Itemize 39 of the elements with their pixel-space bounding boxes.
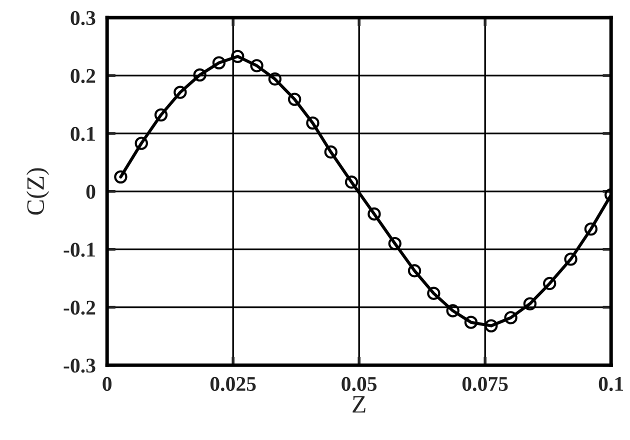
point: [564, 252, 578, 266]
y-tick-label: 0.3: [70, 10, 96, 26]
point: [523, 297, 537, 310]
point: [408, 264, 422, 278]
point: [174, 86, 187, 99]
x-tick-label: 0.1: [598, 376, 624, 392]
point: [306, 116, 320, 130]
y-tick-label: -0.1: [64, 242, 95, 257]
x-tick-label: 0.05: [342, 376, 377, 392]
y-axis-title: C(Z): [26, 168, 50, 215]
point: [543, 276, 556, 290]
point: [212, 56, 226, 70]
x-tick-label: 0.025: [210, 376, 256, 392]
point: [427, 286, 440, 300]
point: [368, 207, 381, 221]
y-tick-label: 0.2: [70, 68, 96, 84]
point: [504, 311, 518, 324]
point: [231, 50, 244, 64]
point: [484, 319, 498, 332]
point: [344, 176, 358, 189]
point: [134, 136, 148, 150]
point: [324, 145, 338, 159]
point: [388, 236, 402, 250]
point: [584, 222, 598, 236]
point: [464, 316, 478, 329]
x-tick-label: 0: [102, 376, 112, 391]
point: [114, 170, 128, 184]
y-tick-label: -0.2: [64, 300, 96, 315]
x-tick-label: 0.075: [462, 376, 508, 392]
y-tick-label: 0.1: [70, 126, 95, 141]
y-tick-label: 0: [86, 184, 96, 199]
point: [250, 59, 264, 72]
point: [154, 108, 168, 122]
x-axis-title: Z: [352, 396, 366, 413]
point: [268, 72, 282, 86]
point: [193, 68, 206, 82]
point: [288, 92, 302, 106]
y-tick-label: -0.3: [64, 358, 96, 373]
point: [446, 304, 460, 318]
